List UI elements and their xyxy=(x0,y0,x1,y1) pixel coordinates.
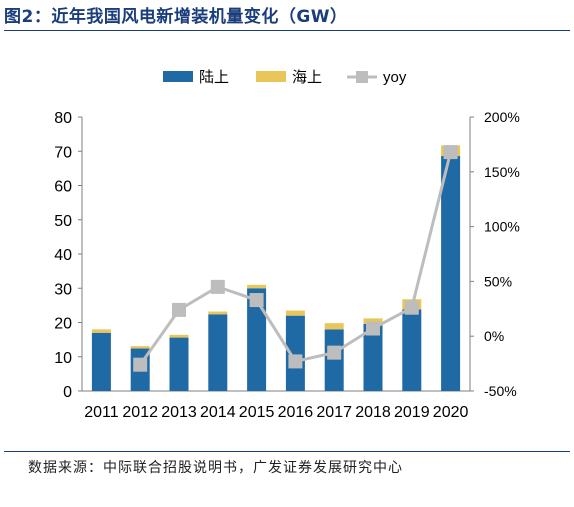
source-note: 数据来源：中际联合招股说明书，广发证券发展研究中心 xyxy=(28,460,403,476)
x-tick-label: 2016 xyxy=(278,404,314,421)
x-tick-label: 2015 xyxy=(239,404,275,421)
yoy-line xyxy=(133,145,458,372)
y2-tick-label: 50% xyxy=(484,273,512,289)
bar-onshore xyxy=(402,309,422,391)
tick-labels: 0 10 20 30 40 50 60 70 80 -50% 0% 50% 100% 150% 200% 20… xyxy=(54,109,520,421)
legend-swatch xyxy=(163,71,193,82)
yoy-point xyxy=(327,345,342,360)
bar-onshore xyxy=(169,337,189,391)
legend-label: 海上 xyxy=(292,69,322,86)
yoy-point xyxy=(288,354,303,369)
y-tick-label: 20 xyxy=(54,316,72,333)
x-tick-label: 2011 xyxy=(84,404,119,421)
x-tick-label: 2012 xyxy=(122,404,158,421)
bar-offshore xyxy=(91,329,111,333)
legend-label: yoy xyxy=(383,69,407,86)
y-tick-label: 60 xyxy=(54,179,72,196)
yoy-point xyxy=(366,321,380,336)
bar-offshore xyxy=(130,346,150,349)
y-tick-label: 10 xyxy=(54,350,72,367)
bar-onshore xyxy=(247,288,267,391)
y2-tick-label: 100% xyxy=(484,219,520,235)
chart-title: 图2：近年我国风电新增装机量变化（GW） xyxy=(4,7,348,27)
x-tick-label: 2017 xyxy=(316,404,352,421)
bar-onshore xyxy=(441,156,461,391)
bar-onshore xyxy=(363,323,383,391)
x-tick-label: 2020 xyxy=(433,404,469,421)
y-tick-label: 50 xyxy=(54,213,72,230)
bar-onshore xyxy=(285,315,305,391)
bar-onshore xyxy=(324,329,344,391)
yoy-point xyxy=(404,300,419,315)
bar-offshore xyxy=(247,284,267,289)
bar-offshore xyxy=(169,334,189,338)
legend-swatch-marker xyxy=(356,71,368,83)
yoy-point xyxy=(443,145,458,160)
legend-label: 陆上 xyxy=(199,69,229,86)
bar-onshore xyxy=(208,314,228,391)
yoy-point xyxy=(172,302,186,317)
y2-tick-label: 150% xyxy=(484,164,520,180)
source-rule xyxy=(4,451,570,452)
bar-offshore xyxy=(363,318,383,324)
yoy-point xyxy=(249,293,264,308)
yoy-point xyxy=(133,357,148,372)
yoy-point xyxy=(210,279,225,294)
y2-tick-label: 200% xyxy=(484,109,520,125)
y-tick-label: 40 xyxy=(54,247,72,264)
x-tick-label: 2019 xyxy=(394,404,430,421)
bar-offshore xyxy=(285,310,305,316)
y-tick-label: 80 xyxy=(54,110,72,127)
y2-tick-label: 0% xyxy=(484,328,504,344)
bar-onshore xyxy=(91,332,111,391)
y-tick-label: 70 xyxy=(54,144,72,161)
x-tick-label: 2018 xyxy=(355,404,391,421)
x-tick-label: 2014 xyxy=(200,404,236,421)
bar-offshore xyxy=(208,311,228,315)
y-tick-label: 0 xyxy=(63,384,72,401)
bar-offshore xyxy=(324,323,344,330)
x-tick-label: 2013 xyxy=(161,404,197,421)
legend-swatch xyxy=(256,71,286,82)
y2-tick-label: -50% xyxy=(484,383,517,399)
title-rule xyxy=(4,30,570,31)
chart: 陆上 海上 yoy 0 10 20 30 40 50 60 70 80 -50% 0% 50% 100% 15… xyxy=(54,69,520,421)
legend: 陆上 海上 yoy xyxy=(163,69,407,86)
y-tick-label: 30 xyxy=(54,281,72,298)
